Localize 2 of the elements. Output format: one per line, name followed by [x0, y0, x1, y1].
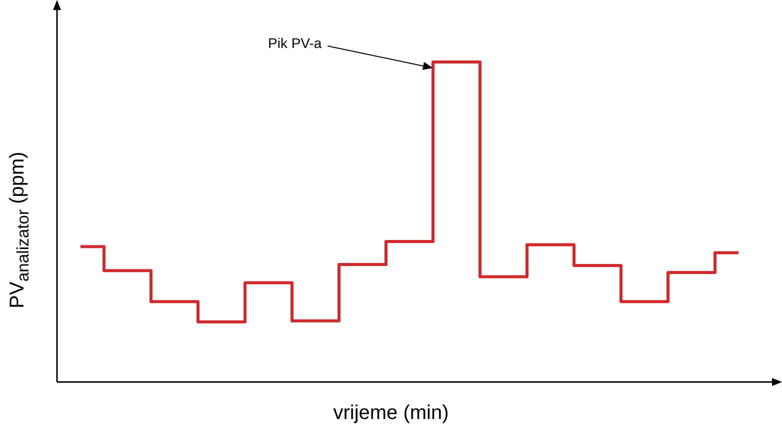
- text: Pik PV-a: [268, 34, 322, 51]
- x-axis-title: vrijeme (min): [332, 402, 450, 425]
